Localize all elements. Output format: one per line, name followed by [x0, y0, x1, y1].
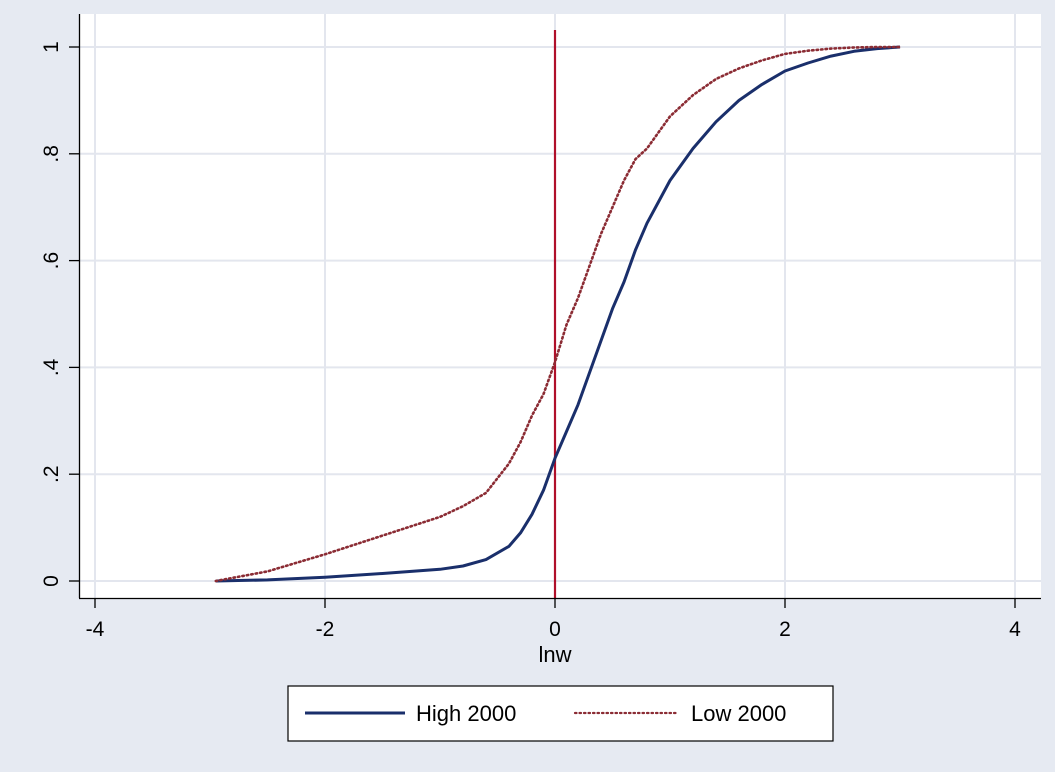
y-tick-label: 0: [40, 575, 63, 587]
series-line-high-2000: [215, 45, 901, 583]
x-axis-title: lnw: [538, 642, 571, 667]
plot-area: [79, 14, 1041, 598]
x-tick-label: -2: [316, 618, 335, 641]
x-axis-ticks: -4 -2 0 2 4: [86, 598, 1021, 641]
y-tick-label: .8: [40, 145, 63, 163]
series-layer: [214, 45, 902, 583]
x-tick-label: -4: [86, 618, 105, 641]
axes: [78, 14, 1041, 600]
y-tick-label: .4: [40, 358, 63, 376]
legend-label-high-2000: High 2000: [416, 701, 516, 726]
y-tick-label: .6: [40, 252, 63, 270]
y-axis-ticks: 0 .2 .4 .6 .8 1: [40, 41, 79, 587]
x-tick-label: 0: [549, 618, 561, 641]
y-tick-label: 1: [40, 41, 63, 53]
x-tick-label: 2: [779, 618, 791, 641]
legend-label-low-2000: Low 2000: [691, 701, 786, 726]
series-line-low-2000: [214, 45, 902, 583]
y-tick-label: .2: [40, 465, 63, 483]
x-tick-label: 4: [1009, 618, 1021, 641]
legend: High 2000 Low 2000: [287, 685, 834, 742]
